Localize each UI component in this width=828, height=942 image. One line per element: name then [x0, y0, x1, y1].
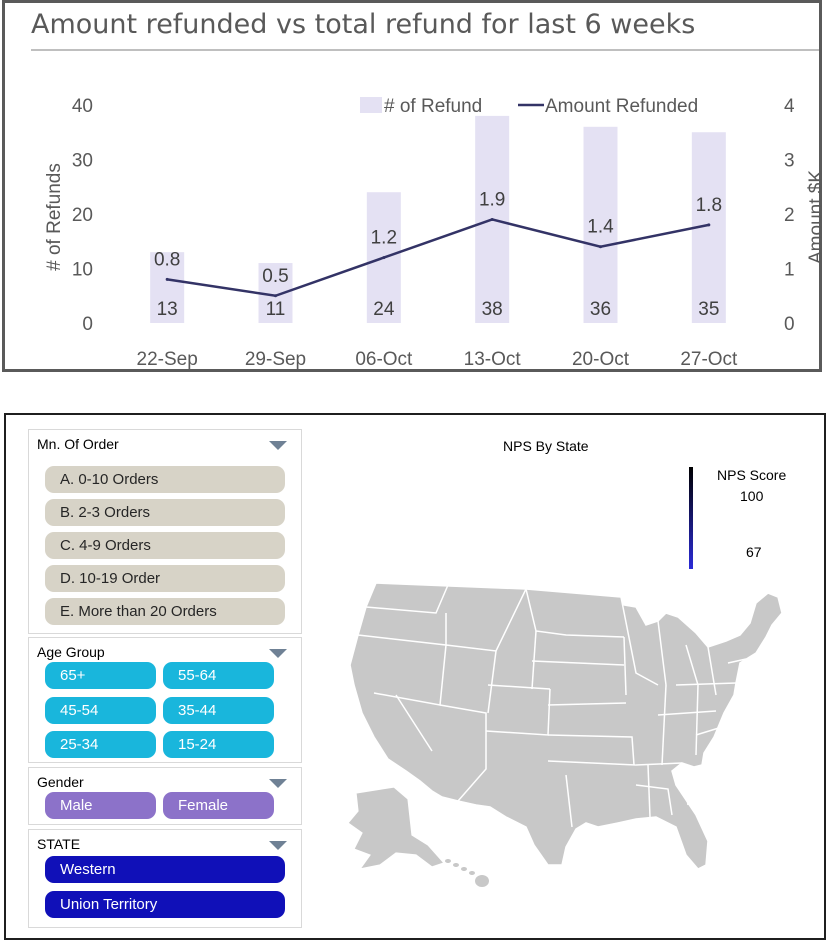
x-tick-label: 06-Oct	[355, 349, 413, 369]
y-right-tick-label: 0	[784, 314, 795, 335]
amount-refunded-label: 1.2	[371, 228, 397, 249]
us-states-map[interactable]	[336, 565, 806, 925]
age-filter-15-24[interactable]: 15-24	[163, 731, 274, 758]
state-slicer-title: STATE	[37, 836, 81, 852]
age-filter-55-64[interactable]: 55-64	[163, 662, 274, 689]
age-filter-45-54[interactable]: 45-54	[45, 697, 156, 724]
gender-filter-female[interactable]: Female	[163, 792, 274, 819]
nps-dashboard: Mn. Of Order A. 0-10 Orders B. 2-3 Order…	[4, 413, 826, 940]
refund-count-label: 35	[698, 299, 719, 320]
chevron-down-icon[interactable]	[269, 441, 287, 450]
amount-refunded-point	[599, 245, 602, 249]
legend-bar-label: # of Refund	[384, 96, 482, 117]
amount-refunded-point	[382, 256, 386, 260]
map-title: NPS By State	[503, 438, 589, 454]
hawaii-shape[interactable]	[445, 859, 489, 887]
gender-slicer: Gender Male Female	[28, 767, 302, 825]
nps-legend-title: NPS Score	[717, 467, 787, 483]
y-right-tick-label: 3	[784, 151, 795, 172]
state-filter-western[interactable]: Western	[45, 856, 285, 883]
chart-title: Amount refunded vs total refund for last…	[31, 9, 696, 40]
x-tick-label: 29-Sep	[245, 349, 306, 369]
state-slicer: STATE Western Union Territory	[28, 829, 302, 928]
y-right-axis-title: Amount $K	[806, 170, 821, 264]
x-tick-label: 20-Oct	[572, 349, 630, 369]
amount-refunded-label: 1.4	[587, 217, 614, 238]
refund-count-label: 11	[266, 299, 286, 320]
refund-chart-panel: Amount refunded vs total refund for last…	[2, 0, 822, 372]
age-filter-65-plus[interactable]: 65+	[45, 662, 156, 689]
order-filter-0-10[interactable]: A. 0-10 Orders	[45, 466, 285, 493]
gender-slicer-title: Gender	[37, 774, 84, 790]
order-filter-2-3[interactable]: B. 2-3 Orders	[45, 499, 285, 526]
state-boundaries	[357, 584, 747, 828]
nps-color-scale	[689, 467, 693, 569]
amount-refunded-label: 1.9	[479, 189, 505, 210]
y-left-tick-label: 0	[82, 314, 93, 335]
age-filter-35-44[interactable]: 35-44	[163, 697, 274, 724]
y-right-tick-label: 4	[784, 96, 795, 117]
amount-refunded-point	[274, 294, 277, 298]
refund-count-label: 24	[373, 299, 395, 320]
y-left-tick-label: 10	[72, 260, 93, 281]
amount-refunded-label: 0.5	[262, 266, 288, 287]
legend-line-label: Amount Refunded	[545, 96, 698, 117]
y-right-tick-label: 2	[784, 205, 795, 226]
refund-count-label: 38	[482, 299, 503, 320]
amount-refunded-label: 1.8	[696, 195, 722, 216]
amount-refunded-label: 0.8	[154, 249, 180, 270]
legend-bar-swatch	[360, 97, 382, 113]
contiguous-us-shape[interactable]	[349, 582, 783, 870]
x-tick-label: 22-Sep	[137, 349, 198, 369]
amount-refunded-point	[707, 223, 711, 227]
alaska-shape[interactable]	[347, 786, 446, 870]
refund-count-label: 13	[157, 299, 178, 320]
nps-legend-min: 67	[746, 544, 762, 560]
y-left-axis-title: # of Refunds	[44, 163, 65, 271]
chevron-down-icon[interactable]	[269, 841, 287, 850]
order-filter-10-19[interactable]: D. 10-19 Order	[45, 565, 285, 592]
title-divider	[31, 49, 819, 51]
order-filter-4-9[interactable]: C. 4-9 Orders	[45, 532, 285, 559]
age-group-slicer: Age Group 65+ 55-64 45-54 35-44 25-34 15…	[28, 637, 302, 763]
state-filter-union-territory[interactable]: Union Territory	[45, 891, 285, 918]
x-tick-label: 13-Oct	[464, 349, 522, 369]
nps-legend-max: 100	[740, 488, 764, 504]
refund-combo-chart: 13 11 24 38 36 350.80.51.21.91.41.8 22-Sep 29-…	[44, 96, 821, 369]
age-slicer-title: Age Group	[37, 644, 105, 660]
y-left-tick-label: 40	[72, 96, 93, 117]
order-count-slicer: Mn. Of Order A. 0-10 Orders B. 2-3 Order…	[28, 429, 302, 634]
y-right-tick-label: 1	[784, 260, 795, 281]
refund-count-bar	[150, 252, 185, 323]
amount-refunded-line	[166, 218, 710, 298]
x-tick-label: 27-Oct	[680, 349, 738, 369]
order-filter-20-plus[interactable]: E. More than 20 Orders	[45, 598, 285, 625]
amount-refunded-point	[165, 277, 169, 281]
order-slicer-title: Mn. Of Order	[37, 436, 119, 452]
age-filter-25-34[interactable]: 25-34	[45, 731, 156, 758]
gender-filter-male[interactable]: Male	[45, 792, 156, 819]
chevron-down-icon[interactable]	[269, 649, 287, 658]
refund-count-label: 36	[590, 299, 611, 320]
amount-refunded-point	[490, 217, 494, 221]
y-left-tick-label: 30	[72, 151, 93, 172]
chevron-down-icon[interactable]	[269, 779, 287, 788]
refund-count-bar	[583, 126, 618, 323]
y-left-tick-label: 20	[72, 205, 93, 226]
